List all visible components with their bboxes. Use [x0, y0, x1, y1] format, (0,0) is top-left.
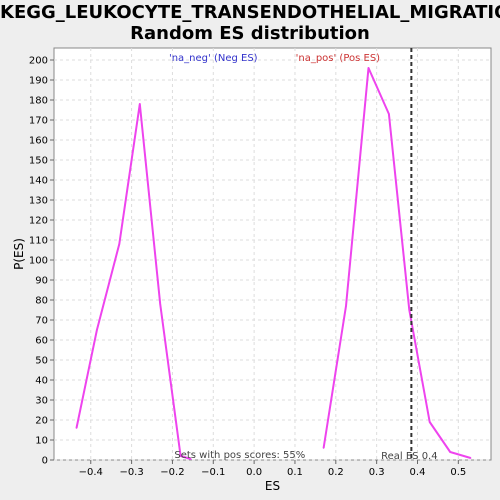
data-point: [190, 458, 192, 460]
y-tick-label: 180: [29, 96, 48, 107]
plot-area: [53, 47, 492, 461]
legend-neg-es: 'na_neg' (Neg ES): [169, 53, 258, 64]
chart-title-line1: KEGG_LEUKOCYTE_TRANSENDOTHELIAL_MIGRATIO…: [0, 2, 500, 23]
y-axis-label: P(ES): [12, 238, 26, 270]
y-tick-label: 130: [29, 196, 48, 207]
data-point: [408, 309, 411, 311]
x-tick-label: −0.2: [160, 467, 184, 478]
y-tick-label: 190: [29, 76, 48, 87]
y-tick-label: 120: [29, 216, 48, 227]
y-tick-label: 0: [42, 456, 48, 467]
x-tick-label: 0.1: [287, 467, 303, 478]
data-point: [96, 329, 98, 331]
data-point: [345, 305, 347, 307]
y-axis-ticks: 0 10 20 30 40 50 60 70 80 90 100 110 120 130 140 150 160…: [29, 56, 54, 467]
data-point: [449, 451, 451, 453]
series-line-1: [322, 67, 471, 459]
x-tick-label: 0.0: [246, 467, 262, 478]
legend-pos-es: 'na_pos' (Pos ES): [296, 53, 381, 64]
y-tick-label: 110: [29, 236, 48, 247]
data-point: [159, 303, 161, 305]
data-point: [138, 103, 141, 105]
y-tick-label: 60: [35, 336, 48, 347]
data-point: [118, 243, 121, 245]
data-point: [428, 421, 431, 423]
series-lines: [75, 67, 472, 460]
data-point: [367, 67, 370, 69]
x-axis-ticks: −0.4 −0.3 −0.2 −0.1 0.0 0.1 0.2 0.3 0.4 0.5: [79, 460, 466, 478]
x-tick-label: 0.3: [369, 467, 385, 478]
data-point: [469, 457, 472, 459]
y-tick-label: 70: [35, 316, 48, 327]
y-tick-label: 40: [35, 376, 48, 387]
x-tick-label: −0.3: [119, 467, 143, 478]
y-tick-label: 100: [29, 256, 48, 267]
x-tick-label: −0.1: [201, 467, 225, 478]
data-point: [388, 113, 390, 115]
y-tick-label: 170: [29, 116, 48, 127]
y-tick-label: 140: [29, 176, 48, 187]
x-tick-label: 0.4: [410, 467, 426, 478]
y-tick-label: 90: [35, 276, 48, 287]
pos-scores-annotation: Sets with pos scores: 55%: [174, 450, 305, 461]
real-es-annotation: Real ES 0.4: [381, 451, 437, 462]
y-tick-label: 150: [29, 156, 48, 167]
y-tick-label: 200: [29, 56, 48, 67]
chart-title-line2: Random ES distribution: [130, 23, 370, 44]
x-tick-label: 0.2: [328, 467, 344, 478]
data-point: [75, 427, 78, 429]
y-tick-label: 160: [29, 136, 48, 147]
x-tick-label: 0.5: [450, 467, 466, 478]
y-tick-label: 30: [35, 396, 48, 407]
y-tick-label: 50: [35, 356, 48, 367]
y-tick-label: 10: [35, 436, 48, 447]
x-axis-label: ES: [265, 479, 280, 493]
data-point: [179, 455, 182, 457]
data-point: [322, 447, 325, 449]
y-tick-label: 20: [35, 416, 48, 427]
x-tick-label: −0.4: [79, 467, 103, 478]
y-tick-label: 80: [35, 296, 48, 307]
